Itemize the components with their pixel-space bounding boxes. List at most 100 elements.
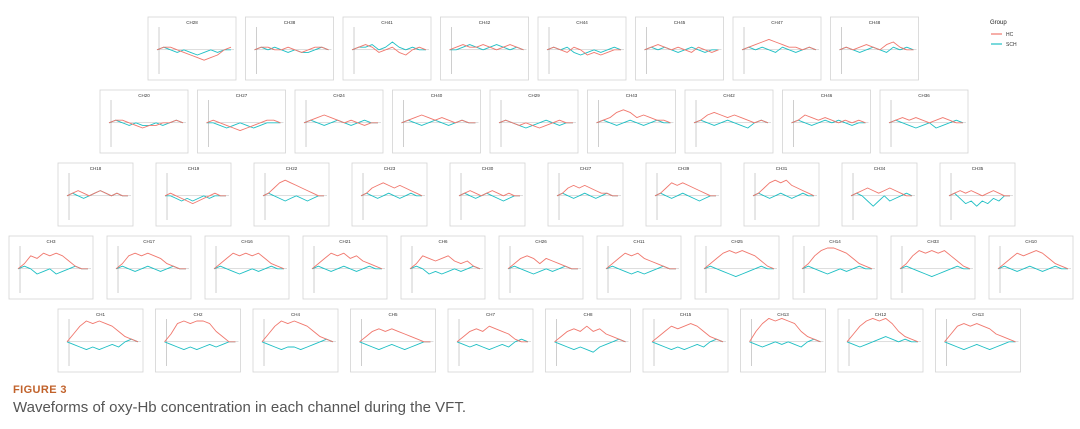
panel-title: CH40	[431, 93, 443, 98]
panel-title: CH1	[96, 312, 105, 317]
panel-frame	[302, 235, 388, 300]
panel-title: CH30	[482, 166, 494, 171]
hc-series-line	[899, 250, 971, 270]
sch-series-line	[654, 192, 716, 202]
sch-series-line	[948, 192, 1010, 207]
panel-title: CH42	[479, 20, 491, 25]
hc-series-line	[360, 182, 423, 197]
hc-series-line	[449, 44, 524, 51]
panel-title: CH43	[626, 93, 638, 98]
panel-title: CH20	[138, 93, 150, 98]
hc-series-line	[409, 255, 481, 270]
hc-series-line	[693, 111, 769, 124]
panel-title: CH29	[528, 93, 540, 98]
sch-series-line	[791, 119, 866, 126]
hc-series-line	[115, 252, 186, 270]
sch-series-line	[651, 338, 724, 351]
panel-title: CH36	[918, 93, 930, 98]
sch-series-line	[262, 192, 324, 202]
hc-series-line	[262, 179, 324, 197]
panel-title: CH34	[874, 166, 886, 171]
panel-title: CH6	[438, 239, 447, 244]
panel-title: CH42	[723, 93, 735, 98]
sch-series-line	[449, 44, 524, 51]
panel-frame	[740, 308, 826, 373]
sch-series-line	[997, 265, 1068, 272]
panel-title: CH10	[1025, 239, 1037, 244]
panel-title: CH46	[821, 93, 833, 98]
hc-series-line	[213, 252, 285, 270]
panel-title: CH33	[927, 239, 939, 244]
hc-series-line	[944, 323, 1016, 343]
sch-series-line	[261, 338, 334, 351]
hc-series-line	[839, 41, 914, 51]
panel-title: CH28	[186, 20, 198, 25]
panel-title: CH25	[731, 239, 743, 244]
panel-title: CH44	[576, 20, 588, 25]
sch-series-line	[846, 336, 918, 348]
panel-title: CH23	[384, 166, 396, 171]
legend-entry-hc: HC	[1006, 32, 1014, 38]
panel-title: CH12	[875, 312, 887, 317]
sch-series-line	[752, 192, 814, 199]
hc-series-line	[456, 325, 528, 343]
panel-title: CH27	[236, 93, 248, 98]
panel-title: CH24	[333, 93, 345, 98]
hc-series-line	[254, 46, 329, 53]
sch-series-line	[899, 265, 970, 278]
panel-title: CH35	[972, 166, 984, 171]
panel-title: CH22	[286, 166, 298, 171]
sch-series-line	[66, 338, 139, 351]
sch-series-line	[254, 46, 329, 53]
panel-frame	[694, 235, 780, 300]
hc-series-line	[703, 250, 775, 270]
panel-title: CH41	[381, 20, 393, 25]
panel-title: CH2	[193, 312, 202, 317]
sch-series-line	[944, 341, 1016, 351]
hc-series-line	[791, 114, 866, 124]
sch-series-line	[156, 46, 231, 56]
panel-title: CH47	[771, 20, 783, 25]
sch-series-line	[456, 338, 529, 351]
panel-title: CH11	[633, 239, 645, 244]
panel-title: CH27	[580, 166, 592, 171]
panel-frame	[447, 308, 534, 373]
hc-series-line	[261, 320, 334, 343]
panel-frame	[197, 89, 286, 154]
panel-title: CH17	[143, 239, 155, 244]
hc-series-line	[156, 46, 232, 61]
figure-caption: FIGURE 3 Waveforms of oxy-Hb concentrati…	[13, 384, 1063, 416]
hc-series-line	[741, 38, 817, 51]
panel-title: CH15	[680, 312, 692, 317]
panel-frame	[252, 308, 339, 373]
sch-series-line	[409, 265, 481, 275]
legend-title: Group	[990, 20, 1007, 26]
sch-series-line	[206, 122, 281, 129]
sch-series-line	[311, 265, 382, 272]
hc-series-line	[546, 46, 621, 56]
hc-series-line	[948, 190, 1010, 197]
sch-series-line	[165, 195, 226, 202]
panel-title: CH14	[829, 239, 841, 244]
hc-series-line	[17, 252, 88, 270]
sch-series-line	[351, 41, 426, 51]
hc-series-line	[66, 190, 128, 197]
panel-frame	[147, 16, 237, 81]
hc-series-line	[303, 114, 378, 126]
panel-title: CH26	[535, 239, 547, 244]
panel-frame	[57, 308, 144, 373]
hc-series-line	[997, 250, 1069, 270]
panel-frame	[155, 308, 241, 373]
hc-series-line	[458, 190, 520, 197]
panel-title: CH19	[188, 166, 200, 171]
panel-title: CH5	[388, 312, 397, 317]
hc-series-line	[507, 255, 578, 270]
sch-series-line	[554, 338, 626, 353]
panel-title: CH3	[46, 239, 55, 244]
sch-series-line	[749, 338, 821, 348]
panel-title: CH16	[241, 239, 253, 244]
hc-series-line	[351, 44, 427, 56]
sch-series-line	[213, 265, 284, 275]
sch-series-line	[644, 46, 719, 53]
sch-series-line	[458, 192, 520, 202]
